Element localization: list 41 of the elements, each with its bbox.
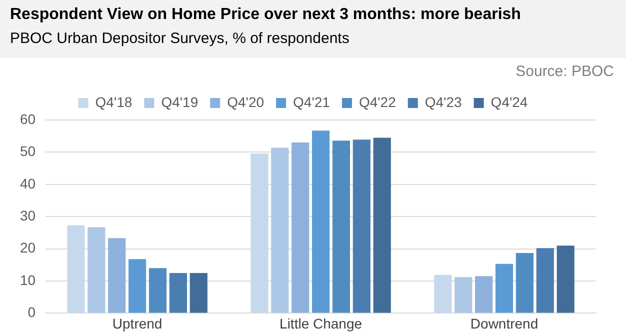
bar [516, 252, 534, 313]
bar [454, 277, 472, 313]
bar [128, 259, 146, 313]
legend-label: Q4'24 [490, 94, 528, 110]
chart-title: Respondent View on Home Price over next 3 months: more bearish [10, 6, 522, 24]
y-tick-label: 50 [20, 143, 36, 160]
legend-label: Q4'18 [95, 94, 132, 110]
y-tick-label: 30 [20, 207, 36, 224]
chart-subtitle: PBOC Urban Depositor Surveys, % of respondents [10, 30, 350, 47]
bar [332, 140, 350, 313]
bar [352, 140, 370, 313]
bar [556, 246, 574, 313]
bar [169, 272, 187, 313]
bar [88, 227, 106, 313]
y-tick-label: 40 [20, 175, 36, 192]
x-tick-label: Downtrend [470, 315, 538, 332]
bar [108, 238, 126, 313]
legend-label: Q4'20 [227, 94, 264, 110]
bar [495, 264, 514, 313]
bar [271, 148, 289, 313]
source-note: Source: PBOC [516, 63, 614, 80]
bar [190, 272, 208, 313]
bar [67, 225, 85, 313]
y-tick-label: 10 [20, 272, 36, 288]
x-tick-label: Uptrend [112, 315, 162, 332]
bar [148, 268, 167, 313]
bar [250, 153, 268, 313]
bar [373, 138, 391, 313]
legend-label: Q4'21 [293, 94, 330, 110]
legend-label: Q4'22 [358, 94, 396, 110]
legend-label: Q4'19 [161, 94, 198, 110]
bar [312, 130, 330, 313]
y-tick-label: 60 [20, 110, 36, 127]
bar [434, 274, 452, 313]
legend-label: Q4'23 [424, 94, 462, 110]
bar [536, 248, 554, 313]
bar [475, 276, 493, 313]
y-tick-label: 0 [28, 304, 36, 320]
y-tick-label: 20 [20, 240, 36, 256]
x-tick-label: Little Change [280, 315, 362, 332]
bar [292, 142, 310, 313]
